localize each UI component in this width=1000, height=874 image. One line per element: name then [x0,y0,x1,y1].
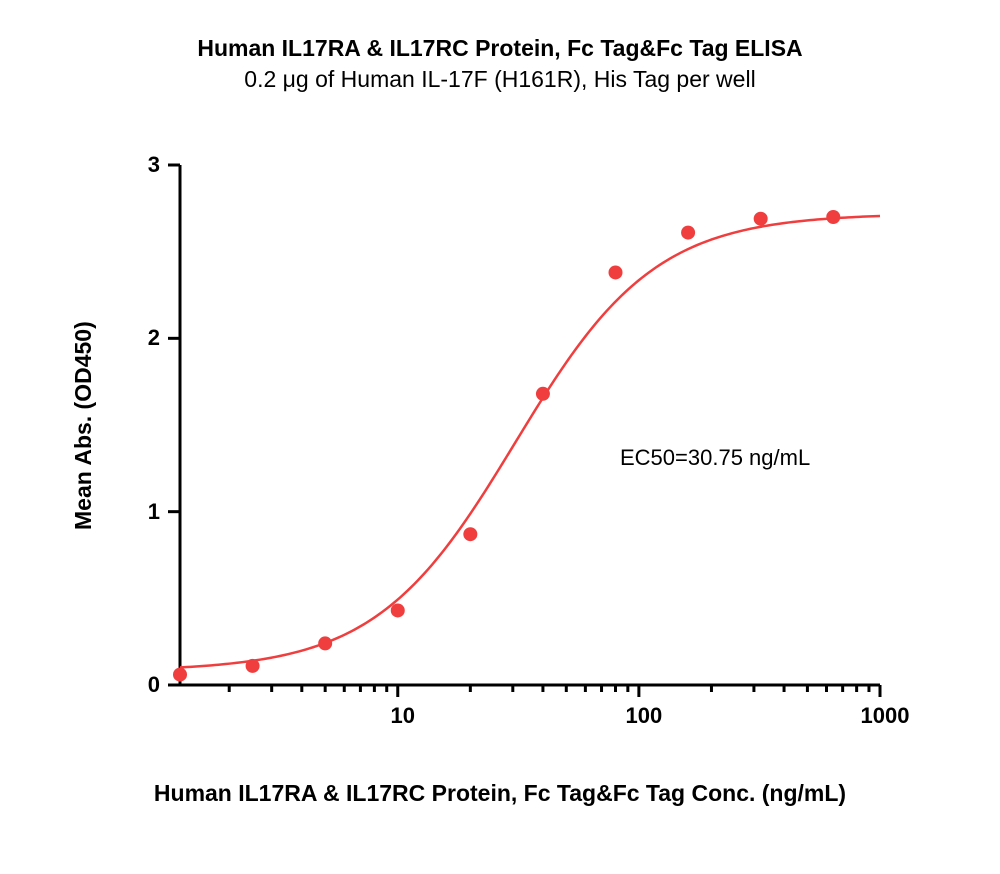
x-tick-label: 10 [373,703,433,729]
chart-container: Human IL17RA & IL17RC Protein, Fc Tag&Fc… [0,0,1000,874]
plot-area [180,165,880,685]
x-tick-label: 1000 [855,703,915,729]
title-block: Human IL17RA & IL17RC Protein, Fc Tag&Fc… [0,35,1000,93]
y-tick-label: 0 [148,672,160,698]
y-tick-label: 3 [148,152,160,178]
chart-title-main: Human IL17RA & IL17RC Protein, Fc Tag&Fc… [0,35,1000,62]
y-tick-label: 1 [148,499,160,525]
y-tick-label: 2 [148,325,160,351]
x-axis-label: Human IL17RA & IL17RC Protein, Fc Tag&Fc… [0,780,1000,807]
x-tick-label: 100 [614,703,674,729]
chart-title-sub: 0.2 μg of Human IL-17F (H161R), His Tag … [0,66,1000,93]
y-axis-label: Mean Abs. (OD450) [70,321,97,530]
plot-svg [180,165,880,685]
